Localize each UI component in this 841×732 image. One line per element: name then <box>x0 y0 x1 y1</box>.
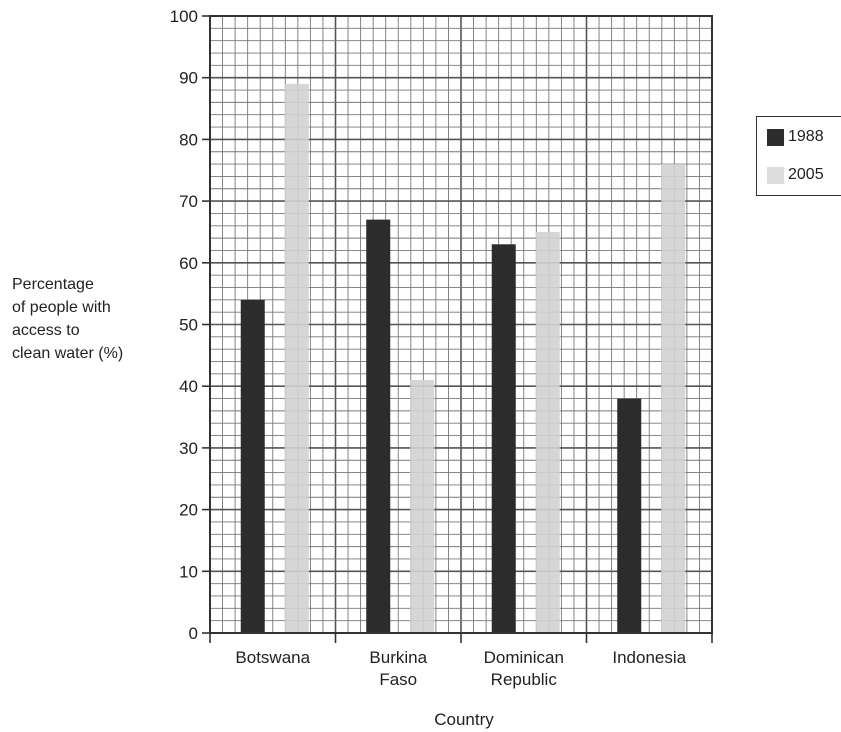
bar-1988-burkina-faso <box>366 219 391 634</box>
chart-axes <box>202 15 713 643</box>
bar-2005-indonesia <box>661 164 686 633</box>
y-axis-title-line: Percentage <box>12 276 94 293</box>
legend-label-1988: 1988 <box>788 128 824 145</box>
y-tick-label: 100 <box>170 7 198 26</box>
legend-item-2005: 2005 <box>767 166 824 184</box>
y-tick-label: 90 <box>179 69 198 88</box>
bar-1988-dominican-republic <box>491 244 516 634</box>
y-axis-title-line: access to <box>12 322 80 339</box>
bar-1988-indonesia <box>617 398 642 633</box>
bar-2005-botswana <box>284 83 309 634</box>
y-tick-label: 10 <box>179 562 198 581</box>
y-axis-title: Percentage of people with access to clea… <box>12 273 162 365</box>
bar-2005-burkina-faso <box>410 380 435 633</box>
x-category-label: Indonesia <box>612 648 686 667</box>
legend-swatch-1988 <box>767 128 784 146</box>
y-tick-label: 70 <box>179 192 198 211</box>
legend-label-2005: 2005 <box>788 166 824 183</box>
legend-swatch-2005 <box>767 166 784 184</box>
y-tick-label: 20 <box>179 501 198 520</box>
y-axis-title-line: of people with <box>12 299 111 316</box>
y-tick-labels: 0 10 20 30 40 50 60 70 80 90 100 <box>170 7 198 643</box>
y-tick-label: 0 <box>189 624 198 643</box>
y-tick-label: 30 <box>179 439 198 458</box>
y-tick-label: 50 <box>179 316 198 335</box>
x-category-label: Botswana <box>235 648 310 667</box>
x-axis-title: Country <box>434 710 494 729</box>
bar-group <box>240 83 686 634</box>
x-category-label: Burkina Faso <box>369 648 427 689</box>
bar-1988-botswana <box>240 299 265 633</box>
y-tick-label: 80 <box>179 130 198 149</box>
y-tick-label: 40 <box>179 377 198 396</box>
bar-2005-dominican-republic <box>535 231 560 633</box>
y-tick-label: 60 <box>179 254 198 273</box>
legend: 1988 2005 <box>756 116 841 196</box>
y-axis-title-line: clean water (%) <box>12 345 124 362</box>
x-category-label: Dominican Republic <box>484 648 564 689</box>
x-category-labels: Botswana Burkina Faso Dominican Republic Indo… <box>235 648 686 689</box>
legend-item-1988: 1988 <box>767 128 824 146</box>
